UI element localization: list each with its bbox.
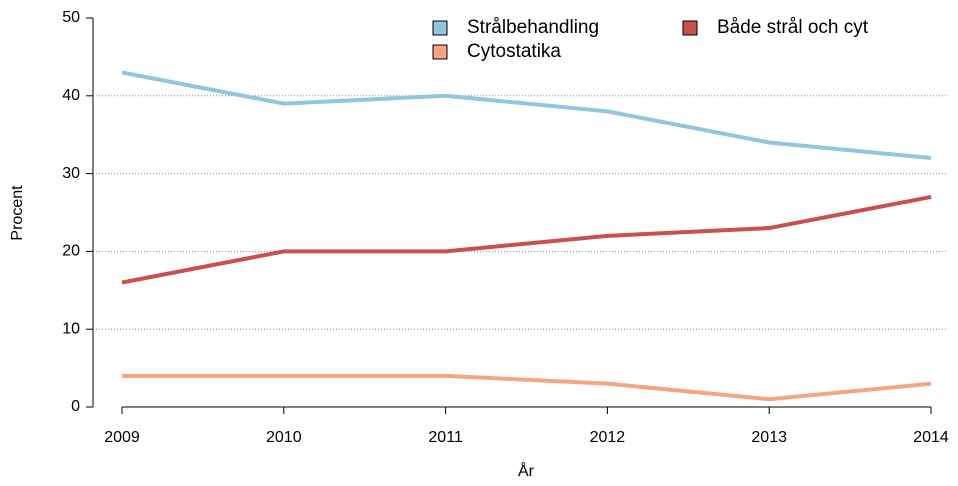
x-axis-label: År [518, 461, 535, 480]
y-tick-label: 10 [62, 320, 80, 337]
series-line [122, 373, 932, 402]
y-tick-label: 30 [62, 165, 80, 182]
series-line [121, 194, 932, 285]
y-tick-label: 0 [71, 398, 80, 415]
legend-swatch [432, 20, 448, 36]
series-line [121, 70, 932, 161]
legend-label: Cytostatika [467, 41, 561, 62]
x-tick-label: 2012 [590, 429, 626, 446]
y-tick-label: 20 [62, 243, 80, 260]
y-tick-label: 40 [62, 87, 80, 104]
y-axis-label: Procent [9, 185, 26, 241]
legend-swatch [682, 20, 698, 36]
y-tick-label: 50 [62, 9, 80, 26]
x-tick-label: 2014 [913, 429, 949, 446]
x-tick-label: 2013 [751, 429, 787, 446]
x-tick-label: 2009 [104, 429, 140, 446]
legend-label: Både strål och cyt [717, 17, 869, 38]
legend-swatch [432, 44, 448, 60]
x-tick-label: 2010 [266, 429, 302, 446]
x-tick-label: 2011 [428, 429, 463, 446]
legend-label: Strålbehandling [467, 17, 599, 38]
